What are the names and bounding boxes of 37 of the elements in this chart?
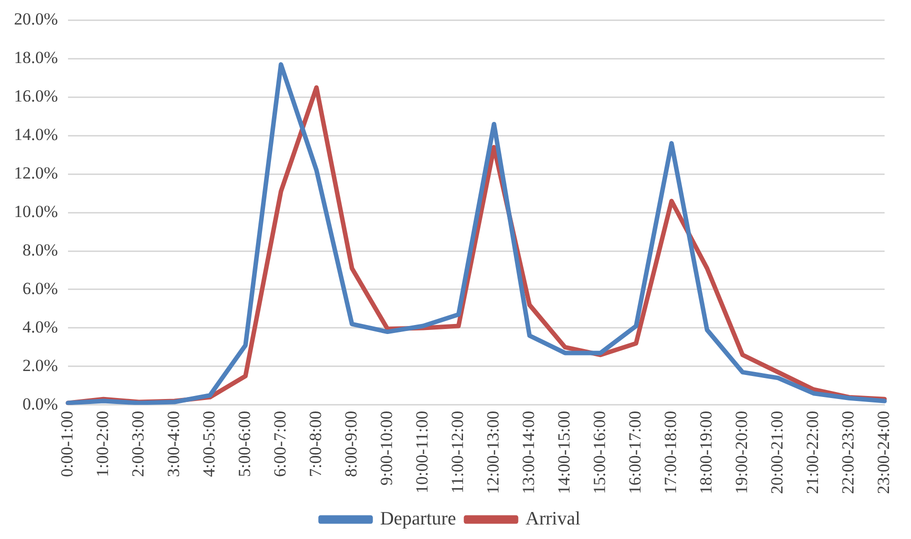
- y-tick-label: 14.0%: [14, 125, 58, 144]
- y-tick-label: 2.0%: [22, 356, 58, 375]
- x-tick-label: 19:00-20:00: [732, 410, 752, 494]
- x-tick-label: 9:00-10:00: [376, 410, 396, 486]
- x-tick-label: 18:00-19:00: [696, 410, 716, 494]
- y-tick-label: 4.0%: [22, 317, 58, 336]
- x-tick-label: 7:00-8:00: [306, 410, 325, 477]
- y-tick-label: 0.0%: [22, 394, 58, 414]
- y-tick-label: 6.0%: [22, 278, 58, 298]
- y-tick-label: 20.0%: [14, 10, 58, 29]
- legend-label: Departure: [380, 508, 456, 530]
- x-tick-label: 21:00-22:00: [803, 410, 822, 494]
- x-tick-label: 3:00-4:00: [164, 410, 183, 477]
- x-tick-label: 11:00-12:00: [448, 410, 467, 494]
- x-tick-label: 0:00-1:00: [57, 410, 76, 477]
- x-tick-label: 23:00-24:00: [874, 410, 894, 494]
- x-tick-label: 16:00-17:00: [626, 410, 645, 494]
- x-tick-label: 6:00-7:00: [270, 410, 290, 477]
- x-tick-label: 1:00-2:00: [92, 410, 112, 477]
- x-tick-label: 4:00-5:00: [199, 410, 218, 477]
- x-tick-label: 17:00-18:00: [661, 410, 680, 494]
- x-tick-label: 5:00-6:00: [234, 410, 254, 477]
- y-tick-label: 10.0%: [14, 202, 58, 222]
- x-tick-label: 12:00-13:00: [483, 410, 502, 494]
- x-tick-label: 15:00-16:00: [590, 410, 610, 494]
- legend-label: Arrival: [526, 508, 580, 530]
- x-tick-label: 20:00-21:00: [768, 410, 787, 494]
- y-tick-label: 18.0%: [14, 48, 58, 68]
- x-tick-label: 22:00-23:00: [838, 410, 858, 494]
- x-tick-label: 14:00-15:00: [554, 410, 574, 494]
- x-tick-label: 10:00-11:00: [412, 410, 432, 494]
- x-tick-label: 2:00-3:00: [128, 410, 148, 477]
- x-tick-label: 8:00-9:00: [341, 410, 360, 477]
- y-tick-label: 8.0%: [22, 240, 58, 260]
- x-tick-label: 13:00-14:00: [518, 410, 538, 494]
- y-tick-label: 12.0%: [14, 164, 58, 183]
- y-tick-label: 16.0%: [14, 86, 58, 106]
